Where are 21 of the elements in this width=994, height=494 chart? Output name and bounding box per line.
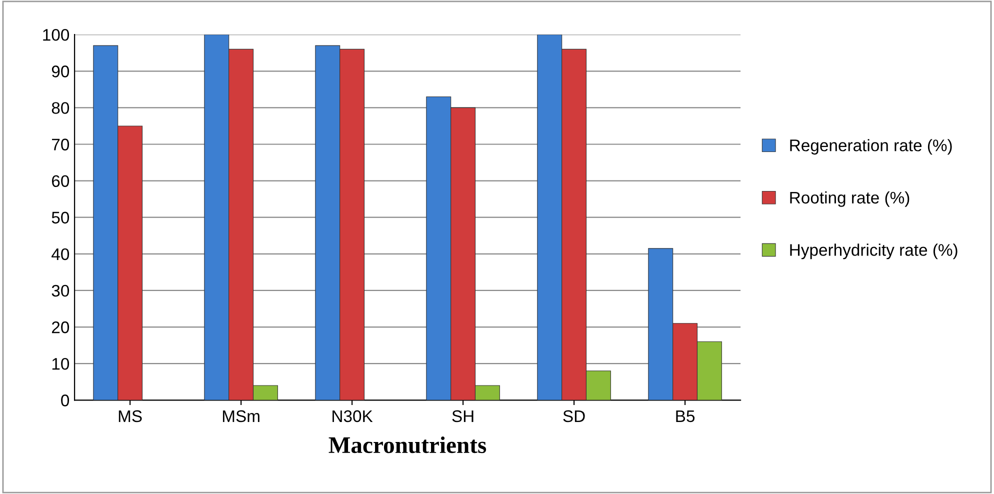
y-tick-label: 80 <box>52 102 70 114</box>
y-tick-label: 90 <box>52 66 70 78</box>
y-tick-label: 70 <box>52 138 70 150</box>
y-tick-label: 0 <box>61 394 70 406</box>
y-tick-label: 30 <box>52 284 70 297</box>
y-tick-label: 40 <box>52 248 70 260</box>
y-tick-label: 20 <box>52 321 70 334</box>
x-tick-label: SH <box>452 410 474 422</box>
x-axis-title: Macronutrients <box>328 436 486 454</box>
legend-label: Rooting rate (%) <box>790 191 910 207</box>
x-tick-label: MSm <box>222 410 260 422</box>
y-tick-label: 100 <box>43 28 70 41</box>
x-tick-label: MS <box>118 410 142 422</box>
y-tick-label: 60 <box>52 175 70 188</box>
legend-label: Regeneration rate (%) <box>790 139 952 155</box>
x-tick-label: SD <box>563 410 585 422</box>
x-tick-label: N30K <box>332 410 373 422</box>
x-tick-label: B5 <box>676 410 695 422</box>
y-tick-label: 10 <box>52 358 70 370</box>
y-tick-label: 50 <box>52 212 70 224</box>
legend-label: Hyperhydricity rate (%) <box>790 244 958 260</box>
